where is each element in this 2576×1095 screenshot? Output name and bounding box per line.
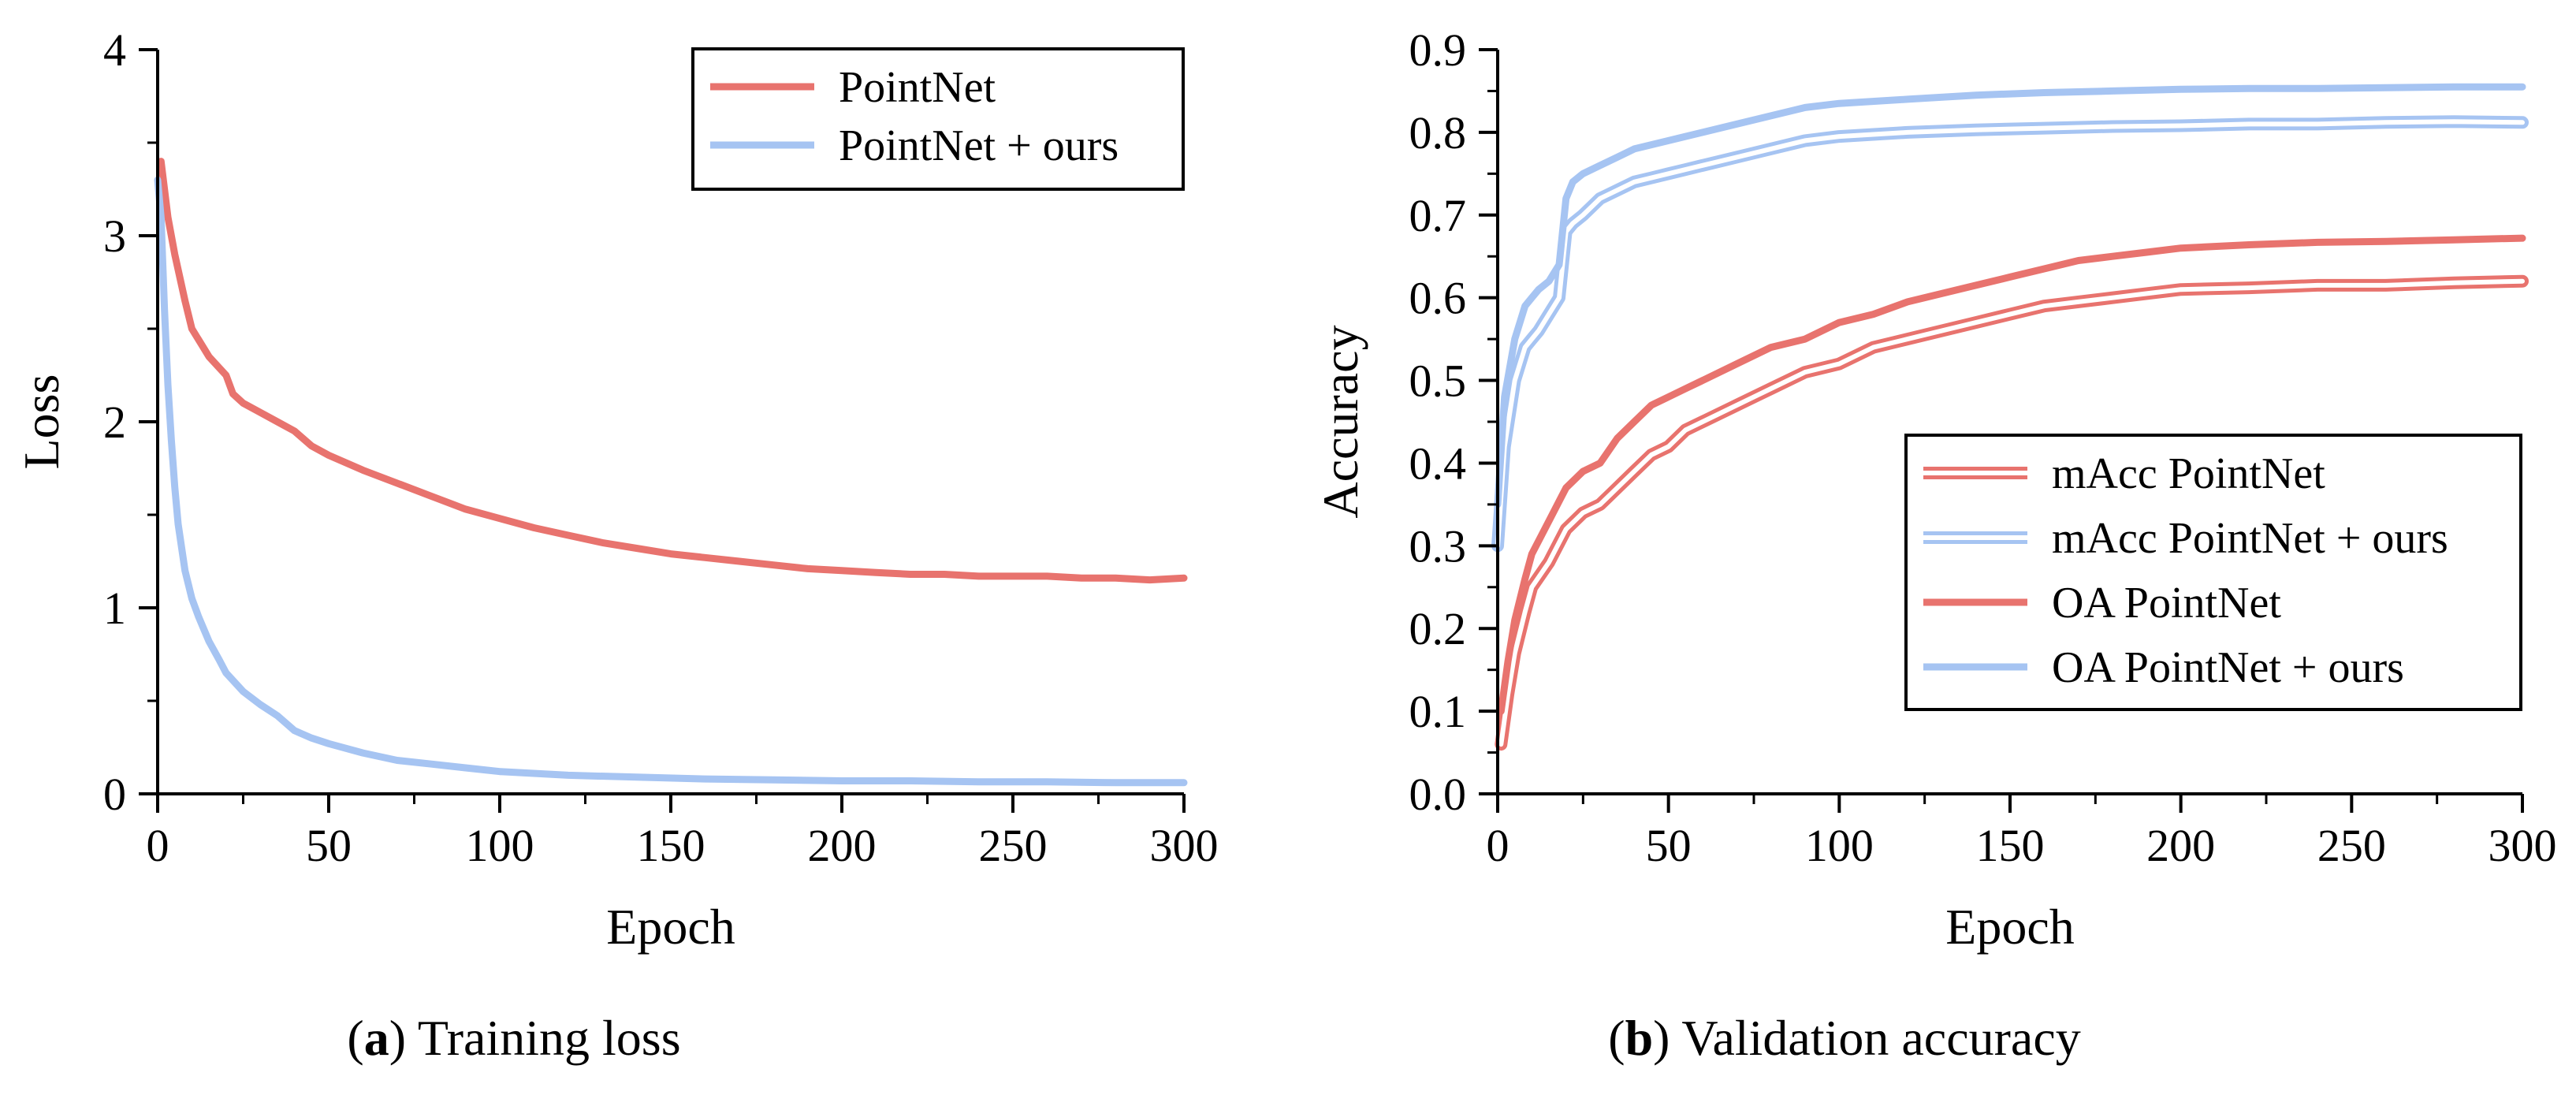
caption-a: (a) Training loss bbox=[347, 1010, 680, 1066]
b-x-tick-label: 250 bbox=[2317, 820, 2386, 871]
b-x-tick-label: 50 bbox=[1646, 820, 1692, 871]
b-series-oa-pointnet-ours bbox=[1494, 83, 2526, 508]
a-legend: PointNet PointNet + ours bbox=[691, 47, 1185, 191]
caption-a-open: ( bbox=[347, 1010, 363, 1066]
caption-a-text: Training loss bbox=[406, 1010, 681, 1066]
b-y-tick-label: 0.1 bbox=[1409, 686, 1467, 737]
b-y-tick-label: 0.0 bbox=[1409, 769, 1467, 820]
b-x-tick-label: 200 bbox=[2146, 820, 2215, 871]
a-y-tick-label: 3 bbox=[103, 210, 126, 262]
caption-b: (b) Validation accuracy bbox=[1608, 1010, 2080, 1066]
b-series-group bbox=[1491, 83, 2529, 751]
b-series-macc-pointnet bbox=[1495, 274, 2529, 751]
b-legend: mAcc PointNet mAcc PointNet + ours OA Poin… bbox=[1904, 434, 2522, 711]
b-y-tick-label: 0.4 bbox=[1409, 438, 1467, 489]
a-series-pointnet-ours bbox=[154, 176, 1188, 787]
b-x-tick-label: 0 bbox=[1487, 820, 1509, 871]
a-x-tick-label: 200 bbox=[808, 820, 877, 871]
training-loss-chart: 0 50 100 150 200 250 300 0 1 2 3 4 Epoch Loss PointNet… bbox=[13, 24, 1219, 955]
b-y-tick-label: 0.9 bbox=[1409, 24, 1467, 76]
a-y-tick-label: 2 bbox=[103, 397, 126, 448]
a-y-axis-label: Loss bbox=[13, 374, 69, 470]
b-legend-label-macc-pointnet: mAcc PointNet bbox=[2052, 449, 2325, 498]
a-x-axis-label: Epoch bbox=[606, 899, 735, 955]
caption-b-letter: b bbox=[1625, 1010, 1654, 1066]
b-series-macc-pointnet-ours bbox=[1491, 115, 2529, 553]
b-series-macc-pointnet-ours-inner bbox=[1495, 119, 2525, 549]
b-y-tick-label: 0.3 bbox=[1409, 520, 1467, 572]
b-x-tick-label: 150 bbox=[1976, 820, 2045, 871]
a-x-tick-label: 300 bbox=[1150, 820, 1219, 871]
caption-b-open: ( bbox=[1608, 1010, 1625, 1066]
a-legend-box bbox=[691, 47, 1185, 191]
caption-a-close: ) bbox=[389, 1010, 406, 1066]
b-y-tick-label: 0.6 bbox=[1409, 273, 1467, 324]
b-x-axis-label: Epoch bbox=[1945, 899, 2075, 955]
a-y-tick-label: 1 bbox=[103, 583, 126, 634]
a-x-tick-label: 0 bbox=[147, 820, 169, 871]
a-x-tick-label: 50 bbox=[306, 820, 352, 871]
b-series-oa-pointnet bbox=[1497, 234, 2526, 715]
a-legend-label-pointnet: PointNet bbox=[839, 63, 996, 112]
b-x-tick-label: 100 bbox=[1805, 820, 1874, 871]
b-y-tick-label: 0.2 bbox=[1409, 603, 1467, 654]
b-legend-label-macc-pointnet-ours: mAcc PointNet + ours bbox=[2052, 514, 2448, 563]
caption-b-close: ) bbox=[1653, 1010, 1670, 1066]
b-y-axis-label: Accuracy bbox=[1312, 325, 1368, 518]
caption-a-letter: a bbox=[364, 1010, 389, 1066]
b-y-tick-label: 0.8 bbox=[1409, 107, 1467, 158]
b-legend-label-oa-pointnet: OA PointNet bbox=[2052, 579, 2281, 628]
a-x-tick-label: 150 bbox=[637, 820, 705, 871]
a-y-tick-label: 4 bbox=[103, 24, 126, 76]
b-legend-label-oa-pointnet-ours: OA PointNet + ours bbox=[2052, 643, 2404, 692]
b-series-macc-pointnet-inner bbox=[1498, 278, 2525, 747]
b-y-tick-label: 0.7 bbox=[1409, 190, 1467, 241]
a-legend-label-pointnet-ours: PointNet + ours bbox=[839, 121, 1119, 170]
a-x-tick-label: 250 bbox=[979, 820, 1048, 871]
b-y-tick-label: 0.5 bbox=[1409, 356, 1467, 407]
a-series-pointnet bbox=[157, 158, 1188, 584]
a-x-tick-label: 100 bbox=[466, 820, 534, 871]
a-y-tick-label: 0 bbox=[103, 769, 126, 820]
a-series-group bbox=[154, 158, 1188, 787]
b-x-tick-label: 300 bbox=[2489, 820, 2557, 871]
validation-accuracy-chart: 0 50 100 150 200 250 300 0.0 0.1 0.2 0.3 0.4 0.5 0.6 0… bbox=[1312, 24, 2557, 955]
caption-b-text: Validation accuracy bbox=[1670, 1010, 2080, 1066]
